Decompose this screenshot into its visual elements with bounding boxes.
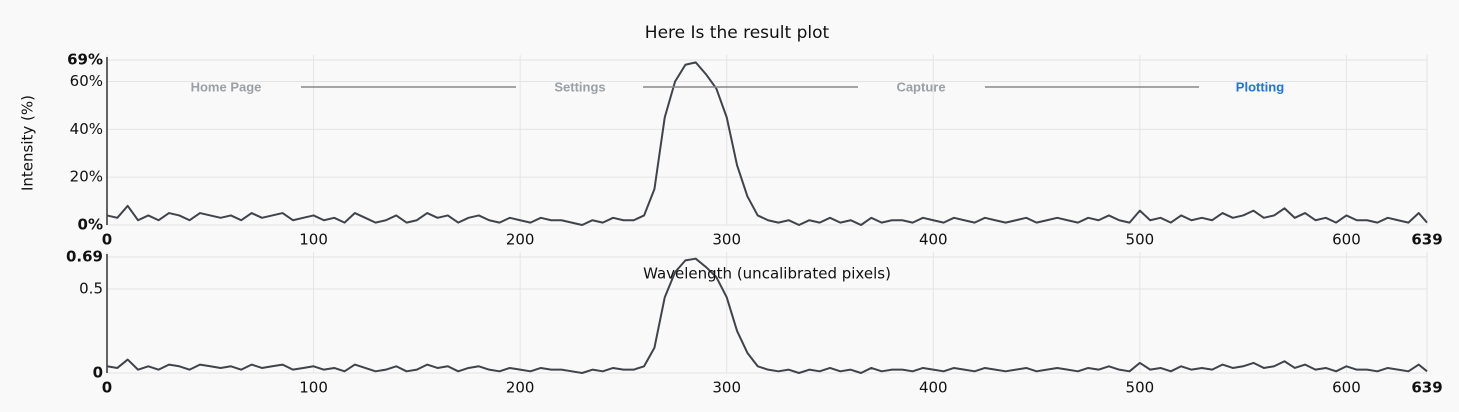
stepper: Home Page Settings Capture Plotting bbox=[191, 79, 1285, 94]
data-line bbox=[106, 61, 1428, 226]
x-tick-label: 200 bbox=[506, 379, 535, 397]
nav-step[interactable]: Settings bbox=[554, 79, 605, 94]
x-tick-label: 100 bbox=[299, 379, 328, 397]
y-tick-label: 40% bbox=[70, 120, 103, 138]
plot: 0 100 200 300 400 500 600 639 0% 20% 40% 60% 69% bbox=[67, 51, 1443, 249]
x-tick-label: 0 bbox=[102, 231, 112, 249]
nav-step[interactable]: Home Page bbox=[191, 79, 262, 94]
x-tick-label: 500 bbox=[1126, 379, 1155, 397]
data-line bbox=[106, 257, 1428, 374]
x-tick-label: 600 bbox=[1332, 379, 1361, 397]
nav-step[interactable]: Capture bbox=[896, 79, 945, 94]
x-tick-label: 100 bbox=[299, 231, 328, 249]
x-tick-label: 300 bbox=[712, 231, 741, 249]
x-tick-label: 400 bbox=[919, 379, 948, 397]
x-tick-label: 639 bbox=[1411, 231, 1442, 249]
plots: 0 100 200 300 400 500 600 639 0% 20% 40% 60% 69% 0 100… bbox=[66, 51, 1443, 397]
x-tick-label: 300 bbox=[712, 379, 741, 397]
x-tick-label: 0 bbox=[102, 379, 112, 397]
y-axis-label: Intensity (%) bbox=[19, 95, 37, 191]
y-tick-label: 69% bbox=[67, 51, 103, 69]
y-tick-label: 60% bbox=[70, 72, 103, 90]
x-tick-label: 200 bbox=[506, 231, 535, 249]
y-tick-label: 20% bbox=[70, 168, 103, 186]
y-tick-label: 0% bbox=[78, 216, 103, 234]
x-tick-label: 600 bbox=[1332, 231, 1361, 249]
y-tick-label: 0.5 bbox=[79, 279, 103, 297]
x-tick-label: 500 bbox=[1126, 231, 1155, 249]
x-tick-label: 639 bbox=[1411, 379, 1442, 397]
nav-step[interactable]: Plotting bbox=[1236, 79, 1284, 94]
plot: 0 100 200 300 400 500 600 639 0 0.5 0.69 bbox=[66, 248, 1443, 397]
y-tick-label: 0 bbox=[93, 364, 103, 382]
chart-title: Here Is the result plot bbox=[645, 23, 830, 43]
y-tick-label: 0.69 bbox=[66, 248, 103, 266]
x-tick-label: 400 bbox=[919, 231, 948, 249]
x-axis-label: Wavelength (uncalibrated pixels) bbox=[643, 265, 891, 283]
